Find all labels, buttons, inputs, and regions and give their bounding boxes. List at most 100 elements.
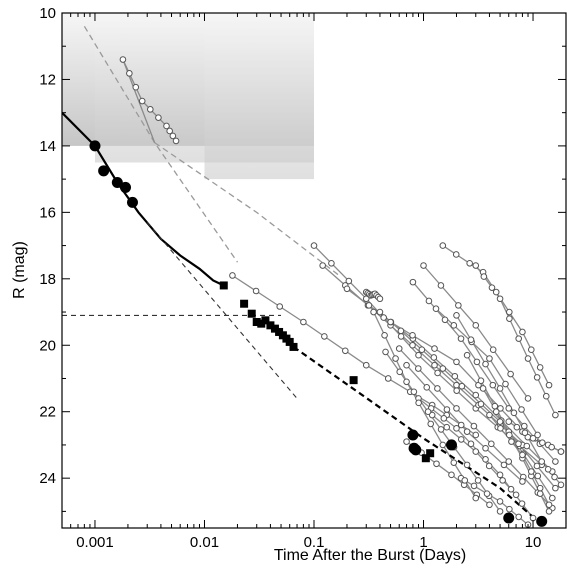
open-circle bbox=[172, 137, 180, 145]
afterglow-track bbox=[442, 245, 550, 386]
open-circle bbox=[409, 278, 417, 286]
open-circle bbox=[489, 381, 497, 389]
y-tick-label: 24 bbox=[39, 470, 56, 487]
open-circle bbox=[450, 322, 458, 329]
open-circle bbox=[545, 381, 553, 389]
steep-dashed-line bbox=[146, 221, 298, 399]
open-circle bbox=[463, 428, 471, 435]
open-circle bbox=[486, 355, 493, 362]
open-circle bbox=[533, 462, 541, 470]
open-circle bbox=[443, 406, 451, 413]
open-circle bbox=[536, 490, 544, 497]
open-circle bbox=[519, 451, 526, 459]
y-tick-label: 20 bbox=[39, 337, 56, 354]
open-circle bbox=[534, 431, 541, 439]
open-circle bbox=[410, 388, 418, 396]
x-axis-title: Time After the Burst (Days) bbox=[274, 547, 466, 564]
open-circle bbox=[472, 322, 480, 329]
open-circle bbox=[545, 508, 553, 515]
open-circle bbox=[453, 381, 460, 389]
open-circle bbox=[552, 458, 559, 465]
open-circle bbox=[439, 365, 447, 372]
open-circle bbox=[513, 423, 521, 431]
open-circle bbox=[502, 380, 509, 388]
filled-circle bbox=[119, 181, 131, 193]
open-circle bbox=[496, 295, 504, 303]
open-circle bbox=[505, 405, 513, 412]
y-tick-label: 22 bbox=[39, 404, 56, 421]
open-circle bbox=[403, 378, 410, 386]
filled-circle bbox=[126, 196, 138, 208]
open-circle bbox=[457, 421, 465, 429]
open-circle bbox=[470, 482, 478, 490]
x-axis-ticks: 0.001 0.01 0.1 1 10 bbox=[61, 13, 567, 551]
open-circle bbox=[515, 440, 522, 448]
filled-circle bbox=[111, 176, 123, 188]
open-circle bbox=[431, 361, 438, 369]
open-circle bbox=[430, 354, 438, 361]
open-circle bbox=[492, 288, 500, 296]
open-circle bbox=[472, 431, 480, 439]
open-circle bbox=[319, 262, 326, 269]
x-tick-label: 0.001 bbox=[76, 534, 114, 551]
open-circle bbox=[519, 328, 526, 336]
open-circle bbox=[343, 285, 351, 293]
open-circle bbox=[467, 440, 475, 448]
x-tick-label: 1 bbox=[419, 534, 427, 551]
open-circle bbox=[491, 402, 499, 410]
filled-square bbox=[285, 337, 294, 346]
open-circle bbox=[472, 262, 480, 269]
open-circle bbox=[488, 284, 496, 291]
filled-square bbox=[252, 318, 261, 326]
open-circle bbox=[529, 434, 537, 442]
open-circle bbox=[437, 426, 445, 433]
open-circle bbox=[496, 418, 504, 425]
open-circle bbox=[472, 494, 480, 502]
open-circle bbox=[482, 456, 489, 463]
afterglow-track bbox=[373, 311, 477, 499]
open-circle bbox=[463, 351, 471, 359]
afterglow-track bbox=[398, 348, 553, 509]
open-circle bbox=[441, 316, 449, 324]
open-circle bbox=[432, 305, 440, 313]
open-circle bbox=[428, 411, 436, 419]
open-circle bbox=[496, 508, 504, 515]
open-circle bbox=[132, 83, 140, 91]
filled-square bbox=[219, 281, 228, 290]
open-circle bbox=[415, 351, 422, 359]
open-circle bbox=[440, 415, 448, 422]
filled-circle bbox=[89, 140, 101, 152]
open-circle bbox=[439, 242, 447, 249]
open-circle bbox=[548, 443, 555, 451]
open-circle bbox=[461, 477, 469, 484]
open-circle bbox=[138, 97, 146, 105]
model-curves bbox=[62, 25, 543, 526]
open-circle bbox=[387, 318, 394, 326]
afterglow-track bbox=[475, 265, 556, 416]
open-circle bbox=[497, 425, 504, 432]
y-tick-label: 12 bbox=[39, 71, 56, 88]
open-circle bbox=[341, 347, 349, 355]
y-tick-label: 18 bbox=[39, 271, 56, 288]
open-circle bbox=[519, 478, 526, 485]
open-circle bbox=[482, 444, 489, 452]
open-circle bbox=[409, 341, 416, 349]
open-circle bbox=[551, 473, 558, 481]
open-circle bbox=[518, 500, 526, 507]
open-circle bbox=[505, 458, 513, 465]
open-circle bbox=[448, 471, 455, 479]
filled-square bbox=[257, 319, 266, 328]
open-circle bbox=[453, 425, 460, 432]
open-circle bbox=[523, 442, 531, 450]
open-circle bbox=[415, 399, 422, 407]
open-circle bbox=[276, 303, 284, 310]
open-circle bbox=[470, 422, 478, 430]
open-circle bbox=[310, 242, 318, 249]
open-circle bbox=[321, 333, 328, 340]
open-circle bbox=[557, 481, 565, 489]
open-circle bbox=[403, 438, 410, 445]
open-circle bbox=[163, 122, 170, 130]
open-circle bbox=[506, 431, 513, 439]
open-circle bbox=[392, 355, 399, 362]
open-circle bbox=[542, 392, 550, 400]
